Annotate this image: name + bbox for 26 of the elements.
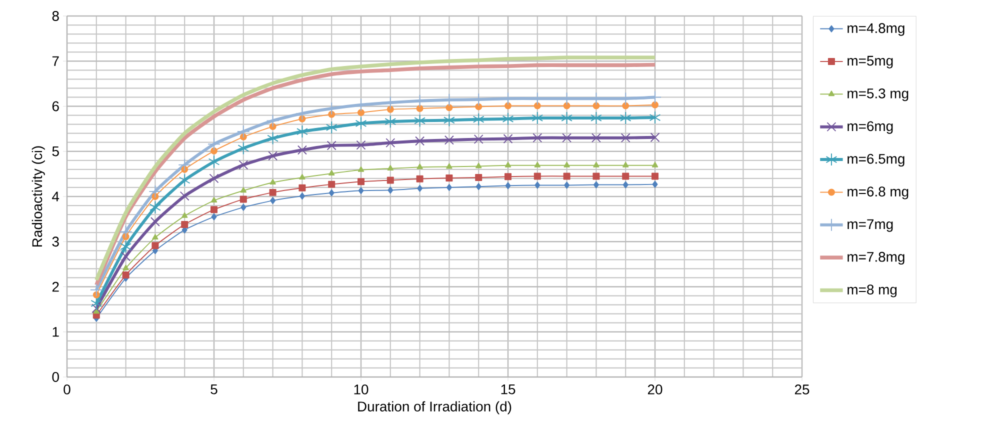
y-tick-label: 7 <box>52 56 59 66</box>
legend-label: m=6.8 mg <box>848 186 908 200</box>
x-tick-label: 15 <box>501 384 516 394</box>
y-axis-title: Radioactivity (ci) <box>32 146 45 247</box>
legend-label: m=7.8mg <box>848 252 904 265</box>
legend-label: m=5mg <box>848 56 893 68</box>
y-tick-label: 6 <box>52 101 59 112</box>
x-tick-label: 20 <box>648 384 662 394</box>
y-tick-label: 4 <box>52 192 60 202</box>
legend-label: m=4.8mg <box>848 23 904 36</box>
x-tick-label: 0 <box>64 384 70 394</box>
x-axis-title: Duration of Irradiation (d) <box>358 401 512 414</box>
y-tick-label: 0 <box>52 372 59 382</box>
y-tick-label: 5 <box>52 146 59 156</box>
y-tick-label: 3 <box>52 236 59 247</box>
x-tick-label: 10 <box>354 384 368 394</box>
legend-label: m=8 mg <box>848 284 897 298</box>
legend-label: m=7mg <box>848 219 893 232</box>
x-tick-label: 25 <box>794 384 810 394</box>
legend-label: m=6.5mg <box>848 154 904 167</box>
legend-label: m=5.3 mg <box>848 88 908 102</box>
y-tick-label: 1 <box>52 327 59 337</box>
x-tick-label: 5 <box>210 384 218 394</box>
y-tick-label: 8 <box>52 11 59 21</box>
legend-label: m=6mg <box>848 121 893 134</box>
y-tick-label: 2 <box>52 282 59 292</box>
